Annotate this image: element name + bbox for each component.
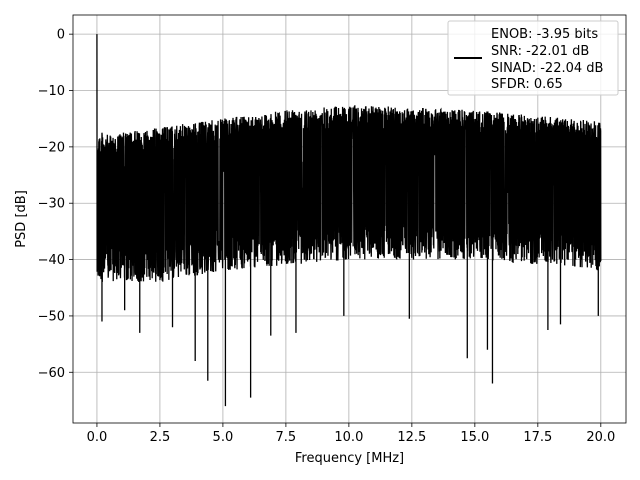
legend-text-snr: SNR: -22.01 dB bbox=[491, 44, 589, 59]
x-tick-label: 12.5 bbox=[397, 430, 426, 445]
y-tick-label: −50 bbox=[38, 309, 65, 324]
plot-frame bbox=[72, 14, 627, 424]
y-tick-label: 0 bbox=[57, 28, 65, 43]
y-tick-label: −20 bbox=[38, 140, 65, 155]
x-tick-label: 7.5 bbox=[276, 430, 297, 445]
psd-series-line bbox=[96, 34, 602, 407]
legend: ENOB: -3.95 bits SNR: -22.01 dB SINAD: -… bbox=[447, 20, 619, 96]
y-tick-label: −30 bbox=[38, 197, 65, 212]
x-axis-label: Frequency [MHz] bbox=[295, 451, 404, 466]
y-axis-ticks: 0 −10 −20 −30 −40 −50 −60 bbox=[38, 28, 73, 381]
legend-text-enob: ENOB: -3.95 bits bbox=[491, 27, 598, 42]
x-tick-label: 0.0 bbox=[87, 430, 108, 445]
legend-box bbox=[447, 20, 619, 96]
y-axis-label: PSD [dB] bbox=[14, 190, 29, 248]
x-tick-label: 17.5 bbox=[523, 430, 552, 445]
legend-text-sfdr: SFDR: 0.65 bbox=[491, 77, 563, 92]
x-tick-label: 20.0 bbox=[586, 430, 615, 445]
x-tick-label: 2.5 bbox=[150, 430, 171, 445]
x-axis-ticks: 0.0 2.5 5.0 7.5 10.0 12.5 15.0 17.5 20.0 bbox=[87, 423, 615, 445]
x-tick-label: 10.0 bbox=[334, 430, 363, 445]
x-tick-label: 15.0 bbox=[460, 430, 489, 445]
y-tick-label: −40 bbox=[38, 253, 65, 268]
y-tick-label: −60 bbox=[38, 366, 65, 381]
x-tick-label: 5.0 bbox=[213, 430, 234, 445]
y-tick-label: −10 bbox=[38, 84, 65, 99]
legend-text-sinad: SINAD: -22.04 dB bbox=[491, 61, 603, 76]
